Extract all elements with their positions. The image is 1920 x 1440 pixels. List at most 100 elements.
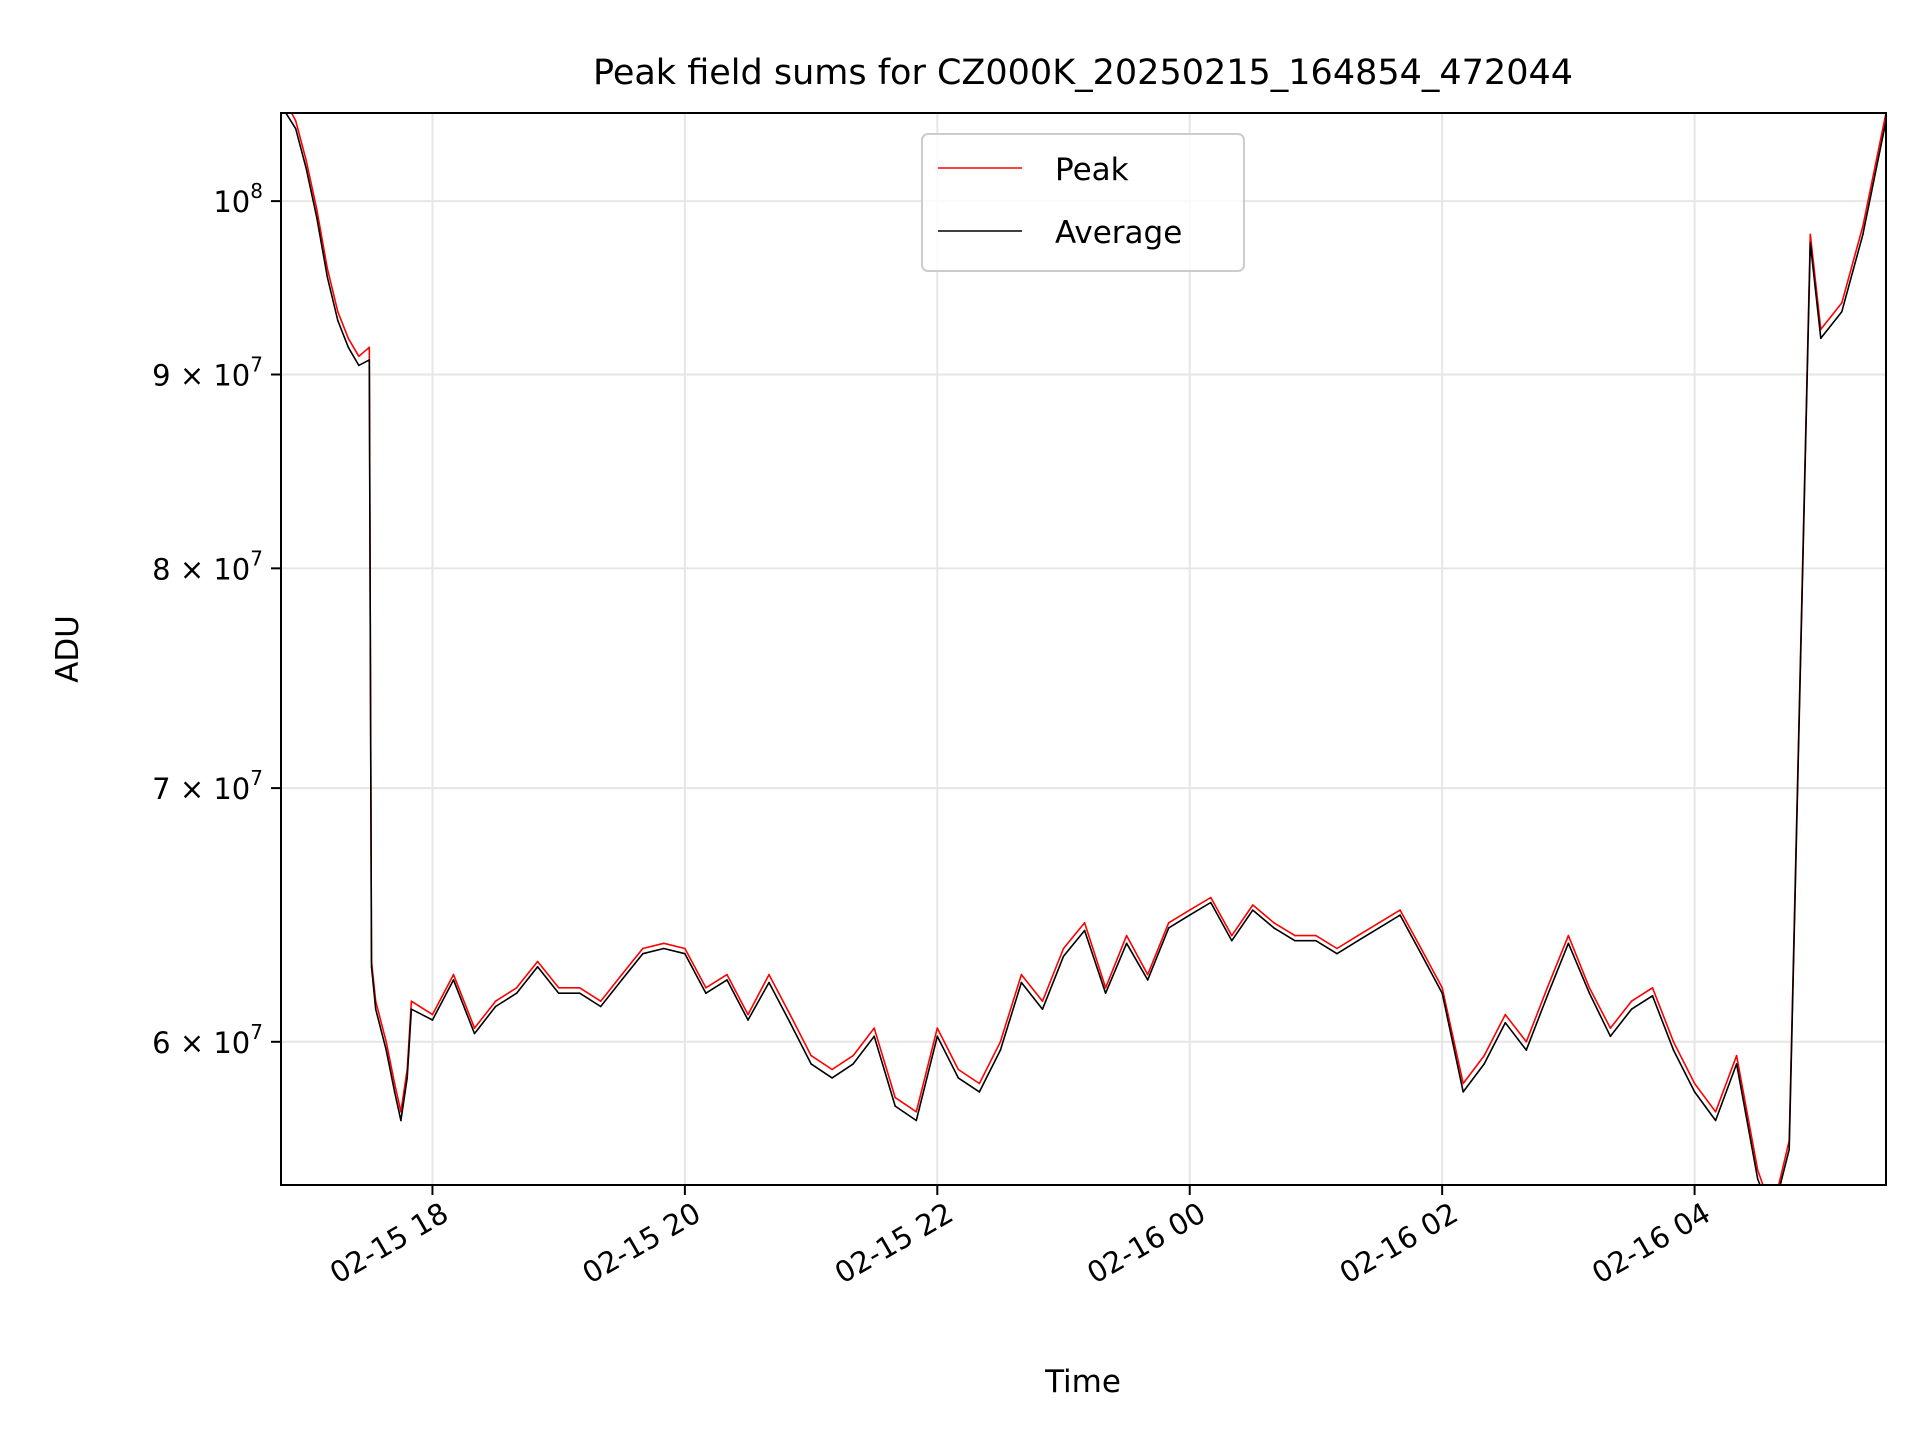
data-point-average [1862,233,1864,236]
data-point-average [536,965,539,968]
data-point-average [1841,310,1843,313]
data-point-average [1483,1063,1485,1065]
data-point-peak [1609,1027,1612,1029]
data-point-average [1083,929,1086,932]
y-tick-mantissa: 9 × [152,359,213,393]
data-point-average [831,1077,833,1079]
data-point-average [1041,1008,1044,1010]
data-point-peak [494,1000,497,1002]
data-point-average [1441,992,1443,994]
data-point-average [1273,927,1275,929]
data-point-peak [1441,987,1443,989]
data-point-peak [747,1013,749,1016]
data-point-peak [1336,947,1338,950]
data-point-average [1567,942,1570,945]
data-point-average [894,1105,896,1107]
data-point-peak [1104,987,1107,989]
data-point-average [621,979,623,981]
data-point-average [1546,995,1549,997]
data-point-peak [578,987,581,989]
legend: Peak Average [921,133,1245,272]
data-point-average [347,346,350,349]
data-point-average [385,1049,388,1051]
data-point-peak [1273,922,1275,924]
y-tick-label: 9 × 107 [152,353,263,393]
data-point-peak [957,1068,960,1071]
data-point-peak [1357,934,1359,937]
data-point-average [1630,1008,1633,1010]
y-tick-mantissa: 7 × [152,772,213,806]
y-axis-label: ADU [50,615,86,683]
data-point-peak [978,1082,981,1085]
data-point-peak [473,1027,476,1029]
data-point-average [936,1035,939,1038]
data-point-peak [621,973,623,976]
data-point-peak [1672,1041,1675,1043]
plot-background [281,113,1886,1185]
data-point-average [374,1008,377,1010]
data-point-average [368,359,371,361]
y-tick-mantissa: 8 × [152,552,213,586]
data-point-average [431,1019,434,1021]
data-point-peak [1399,909,1401,911]
data-point-average [1420,952,1422,955]
data-point-average [1252,909,1254,911]
data-point-peak [1188,909,1191,911]
data-point-peak [642,947,644,950]
series-line-average [284,113,1886,1185]
data-point-average [642,952,644,955]
data-point-average [705,992,707,994]
data-point-peak [1083,922,1086,924]
y-tick-exponent: 7 [250,1020,263,1044]
data-point-average [1188,914,1191,916]
data-point-peak [347,337,350,340]
data-point-peak [1525,1041,1528,1043]
data-point-average [1525,1049,1528,1051]
data-point-peak [1020,973,1023,976]
data-point-peak [305,159,308,162]
data-point-average [337,319,339,322]
y-tick-exponent: 7 [250,546,263,570]
y-tick-mantissa: 6 × [152,1026,213,1060]
data-point-peak [1862,225,1864,227]
data-point-average [494,1005,497,1008]
data-point-average [1315,939,1317,942]
data-point-peak [452,973,455,976]
data-point-peak [393,1082,396,1085]
data-point-peak [1315,934,1317,937]
data-point-average [316,216,318,219]
data-point-average [406,1077,409,1079]
data-point-average [747,1019,749,1021]
data-point-peak [1714,1111,1717,1113]
data-point-average [1146,979,1149,981]
data-point-average [1167,927,1170,929]
legend-label-peak: Peak [1055,152,1129,188]
data-point-peak [400,1111,402,1113]
legend-label-average: Average [1055,215,1182,251]
data-point-average [999,1049,1002,1051]
data-point-peak [852,1054,854,1057]
data-point-average [957,1077,960,1079]
data-point-peak [557,987,560,989]
data-point-peak [1588,987,1591,989]
data-point-peak [337,310,339,313]
data-point-average [1672,1049,1675,1051]
data-point-peak [358,355,360,358]
y-tick-label: 8 × 107 [152,546,263,586]
data-point-average [1104,992,1107,994]
data-point-peak [1167,922,1170,924]
data-point-peak [768,973,770,976]
data-point-average [557,992,560,994]
data-point-peak [810,1054,812,1057]
y-tick-exponent: 7 [250,353,263,377]
y-axis-ticks: 6 × 107 7 × 107 8 × 107 9 × 107 108 [152,179,281,1060]
data-point-average [1231,939,1233,942]
data-point-average [1210,901,1212,904]
data-point-average [400,1119,402,1122]
data-point-peak [410,1000,413,1002]
data-point-average [1294,939,1296,942]
data-point-peak [936,1027,939,1029]
data-point-average [1504,1021,1507,1024]
data-point-peak [705,987,707,989]
data-point-average [1651,995,1654,997]
